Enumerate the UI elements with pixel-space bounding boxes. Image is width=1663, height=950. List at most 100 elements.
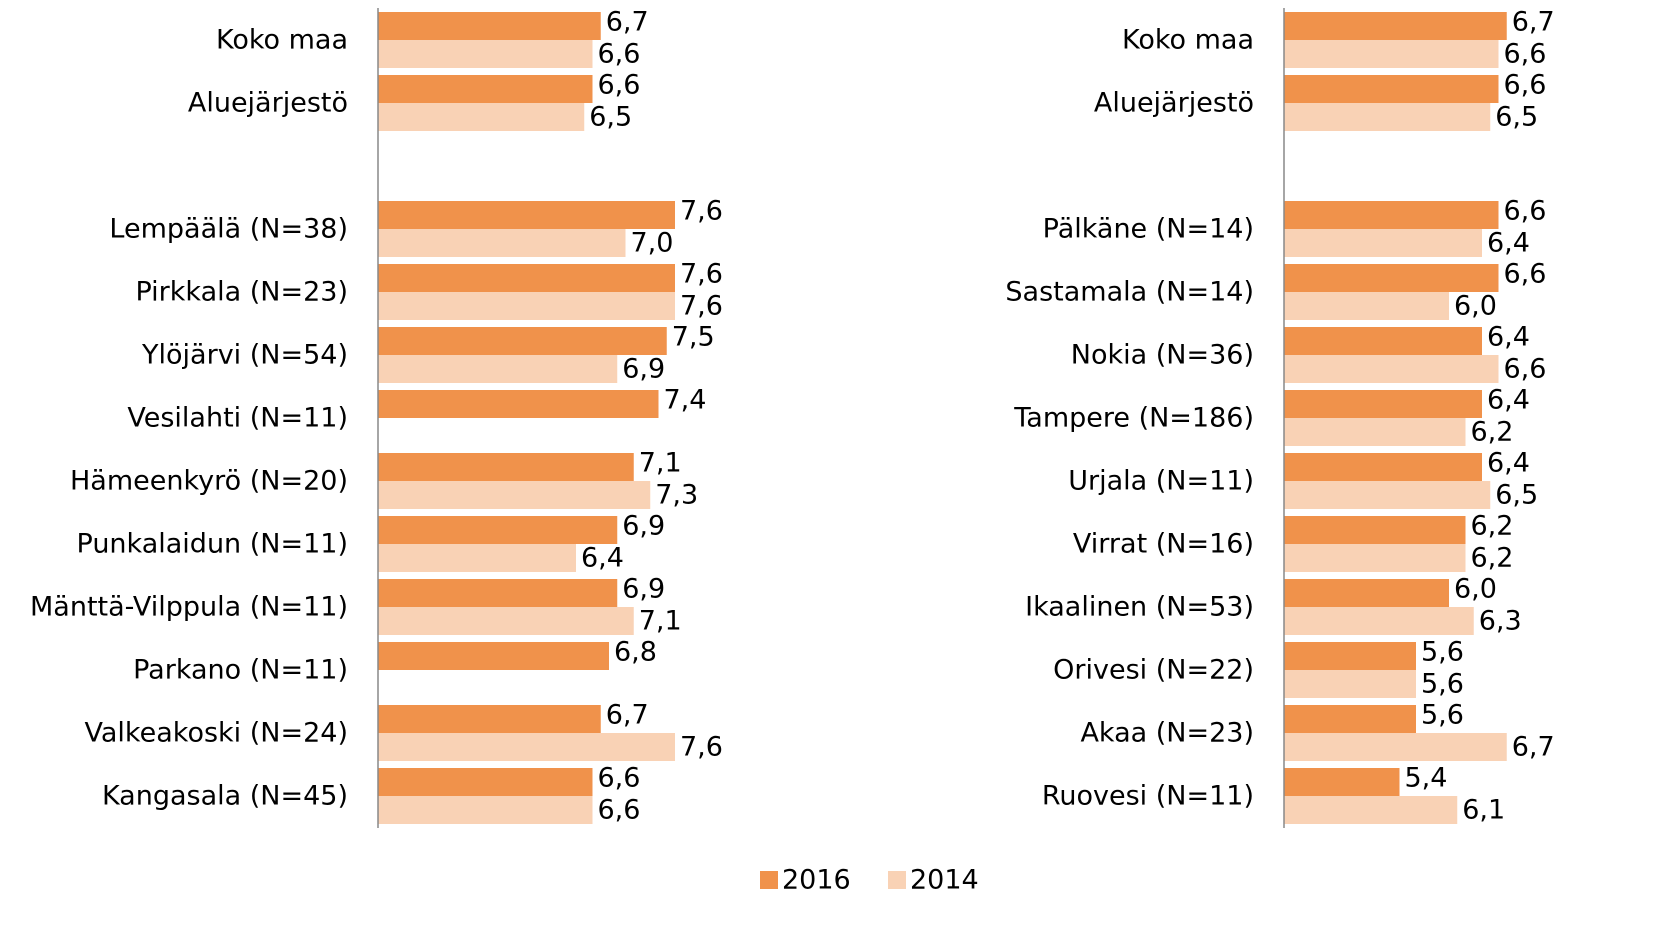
category-label: Urjala (N=11) [1068, 466, 1254, 497]
bar [378, 264, 675, 292]
bar [1284, 40, 1499, 68]
value-label: 6,6 [598, 70, 641, 101]
bar [1284, 768, 1400, 796]
bar [378, 229, 626, 257]
category-label: Tampere (N=186) [1013, 403, 1254, 434]
bar [378, 453, 634, 481]
value-label: 6,7 [606, 700, 649, 731]
value-label: 6,7 [606, 7, 649, 38]
value-label: 6,0 [1454, 574, 1497, 605]
category-label: Punkalaidun (N=11) [77, 529, 348, 560]
bar [1284, 607, 1474, 635]
bar [1284, 355, 1499, 383]
value-label: 6,2 [1471, 543, 1514, 574]
bar [378, 355, 618, 383]
legend-swatch [888, 871, 906, 889]
value-label: 6,5 [589, 102, 632, 133]
category-label: Vesilahti (N=11) [127, 403, 348, 434]
value-label: 7,5 [672, 322, 715, 353]
value-label: 5,4 [1405, 763, 1448, 794]
bar [1284, 642, 1416, 670]
bar [378, 705, 601, 733]
bar [378, 103, 585, 131]
value-label: 7,1 [639, 448, 682, 479]
category-label: Nokia (N=36) [1071, 340, 1254, 371]
bar [1284, 229, 1482, 257]
bar [1284, 796, 1458, 824]
bar [1284, 12, 1507, 40]
category-label: Virrat (N=16) [1073, 529, 1254, 560]
value-label: 6,2 [1471, 511, 1514, 542]
value-label: 7,1 [639, 606, 682, 637]
category-label: Ikaalinen (N=53) [1025, 592, 1254, 623]
bar [1284, 544, 1466, 572]
category-label: Lempäälä (N=38) [109, 214, 348, 245]
value-label: 6,6 [598, 795, 641, 826]
category-label: Parkano (N=11) [133, 655, 348, 686]
value-label: 6,6 [598, 763, 641, 794]
bar [378, 579, 618, 607]
bar [1284, 705, 1416, 733]
category-label: Aluejärjestö [188, 88, 348, 119]
bar [1284, 481, 1491, 509]
value-label: 6,8 [614, 637, 657, 668]
bar [1284, 201, 1499, 229]
value-label: 6,5 [1495, 480, 1538, 511]
value-label: 6,4 [1487, 385, 1530, 416]
value-label: 6,7 [1512, 7, 1555, 38]
category-label: Akaa (N=23) [1080, 718, 1254, 749]
bar [1284, 390, 1482, 418]
value-label: 5,6 [1421, 637, 1464, 668]
value-label: 6,7 [1512, 732, 1555, 763]
category-label: Ruovesi (N=11) [1042, 781, 1254, 812]
category-label: Mänttä-Vilppula (N=11) [30, 592, 348, 623]
category-label: Koko maa [1122, 25, 1254, 56]
value-label: 6,4 [581, 543, 624, 574]
bar [1284, 579, 1449, 607]
bar [378, 327, 667, 355]
bar [378, 733, 675, 761]
category-label: Sastamala (N=14) [1005, 277, 1254, 308]
category-label: Kangasala (N=45) [102, 781, 348, 812]
value-label: 6,3 [1479, 606, 1522, 637]
bar [378, 768, 593, 796]
legend-label: 2014 [910, 865, 979, 896]
value-label: 7,6 [680, 732, 723, 763]
value-label: 7,3 [655, 480, 698, 511]
bar [378, 12, 601, 40]
bar [378, 390, 659, 418]
bar [378, 607, 634, 635]
bar [1284, 418, 1466, 446]
value-label: 6,6 [1504, 196, 1547, 227]
value-label: 6,2 [1471, 417, 1514, 448]
category-label: Koko maa [216, 25, 348, 56]
value-label: 7,4 [664, 385, 707, 416]
legend-swatch [760, 871, 778, 889]
bar [1284, 453, 1482, 481]
bar [378, 642, 609, 670]
bar [378, 40, 593, 68]
bar [1284, 516, 1466, 544]
value-label: 6,1 [1462, 795, 1505, 826]
category-label: Ylöjärvi (N=54) [141, 340, 348, 371]
bar [1284, 327, 1482, 355]
value-label: 6,9 [622, 574, 665, 605]
bar [1284, 264, 1499, 292]
bar [378, 292, 675, 320]
bar [378, 75, 593, 103]
value-label: 6,5 [1495, 102, 1538, 133]
category-label: Aluejärjestö [1094, 88, 1254, 119]
value-label: 7,6 [680, 196, 723, 227]
value-label: 6,6 [1504, 259, 1547, 290]
bar [378, 796, 593, 824]
value-label: 6,6 [1504, 39, 1547, 70]
value-label: 6,9 [622, 511, 665, 542]
value-label: 7,6 [680, 291, 723, 322]
category-label: Valkeakoski (N=24) [85, 718, 348, 749]
bar [1284, 103, 1491, 131]
value-label: 6,4 [1487, 228, 1530, 259]
value-label: 6,6 [1504, 354, 1547, 385]
bar [1284, 733, 1507, 761]
value-label: 6,9 [622, 354, 665, 385]
